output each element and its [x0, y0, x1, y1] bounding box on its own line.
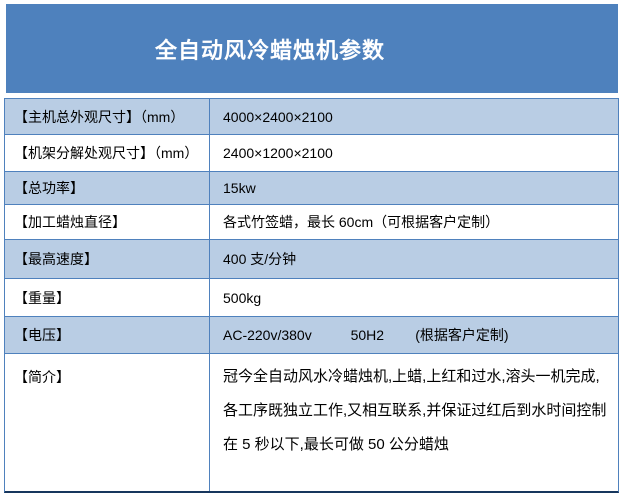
spec-value: 冠今全自动风水冷蜡烛机,上蜡,上红和过水,溶头一机完成,各工序既独立工作,又相互…	[223, 368, 607, 453]
spec-table: 【主机总外观尺寸】（mm） 4000×2400×2100 【机架分解处观尺寸】（…	[4, 98, 619, 493]
table-row-introduction: 【简介】 冠今全自动风水冷蜡烛机,上蜡,上红和过水,溶头一机完成,各工序既独立工…	[5, 354, 618, 491]
table-row-candle-diameter: 【加工蜡烛直径】 各式竹签蜡，最长 60cm（可根据客户定制）	[5, 205, 618, 240]
spec-value: 500kg	[223, 289, 262, 306]
spec-label: 【重量】	[5, 279, 210, 316]
spec-label: 【简介】	[5, 354, 210, 491]
spec-value: 各式竹签蜡，最长 60cm（可根据客户定制）	[223, 214, 500, 230]
spec-label: 【机架分解处观尺寸】（mm）	[5, 135, 210, 171]
spec-label: 【加工蜡烛直径】	[5, 205, 210, 239]
table-row-machine-dimensions: 【主机总外观尺寸】（mm） 4000×2400×2100	[5, 99, 618, 135]
spec-label: 【主机总外观尺寸】（mm）	[5, 99, 210, 134]
spec-value: 4000×2400×2100	[223, 108, 333, 125]
spec-label: 【电压】	[5, 317, 210, 353]
table-row-total-power: 【总功率】 15kw	[5, 172, 618, 205]
page-title: 全自动风冷蜡烛机参数	[154, 37, 385, 63]
title-banner: 全自动风冷蜡烛机参数	[6, 4, 618, 93]
spec-label: 【最高速度】	[5, 240, 210, 278]
table-row-frame-dimensions: 【机架分解处观尺寸】（mm） 2400×1200×2100	[5, 135, 618, 172]
spec-value: AC-220v/380v 50H2 (根据客户定制)	[223, 327, 509, 343]
table-row-weight: 【重量】 500kg	[5, 279, 618, 317]
spec-value: 15kw	[223, 180, 256, 196]
table-row-voltage: 【电压】 AC-220v/380v 50H2 (根据客户定制)	[5, 317, 618, 354]
spec-label: 【总功率】	[5, 172, 210, 204]
table-row-max-speed: 【最高速度】 400 支/分钟	[5, 240, 618, 279]
spec-value: 2400×1200×2100	[223, 145, 333, 161]
spec-value: 400 支/分钟	[223, 251, 297, 267]
